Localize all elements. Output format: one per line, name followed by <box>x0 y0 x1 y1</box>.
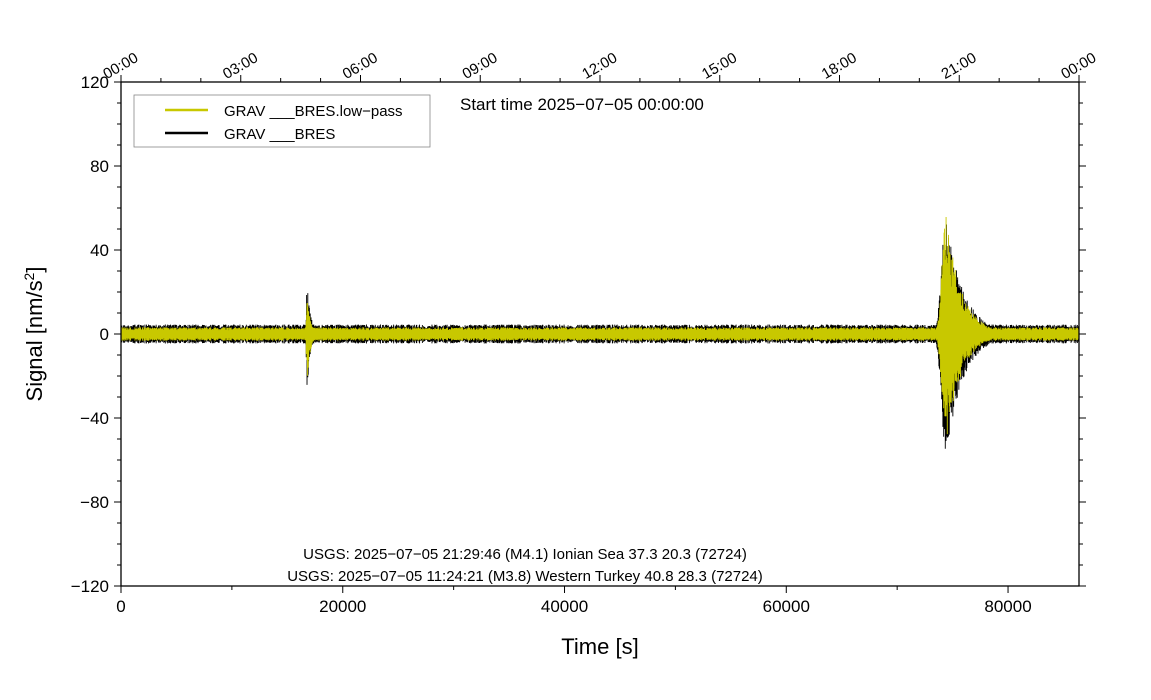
y-tick-label: 40 <box>90 241 109 260</box>
x-tick-label: 60000 <box>763 597 810 616</box>
x-tick-label: 40000 <box>541 597 588 616</box>
legend: GRAV ___BRES.low−pass GRAV ___BRES <box>133 94 431 148</box>
trace-group <box>120 216 1080 449</box>
legend-box <box>133 94 431 148</box>
start-time-label: Start time 2025−07−05 00:00:00 <box>460 95 704 114</box>
x-axis-title: Time [s] <box>561 634 638 659</box>
event-annotation-ionian: USGS: 2025−07−05 21:29:46 (M4.1) Ionian … <box>303 546 747 563</box>
x-tick-label: 80000 <box>984 597 1031 616</box>
y-axis-title-sup: 2 <box>21 272 37 280</box>
legend-label-raw: GRAV ___BRES <box>224 126 335 143</box>
x-tick-label: 0 <box>116 597 125 616</box>
series-line-lowpass <box>120 216 1080 435</box>
y-axis-title-close: ] <box>22 267 47 273</box>
y-tick-label: −80 <box>80 493 109 512</box>
event-annotation-turkey: USGS: 2025−07−05 11:24:21 (M3.8) Western… <box>287 568 763 585</box>
legend-label-lowpass: GRAV ___BRES.low−pass <box>224 103 403 120</box>
y-tick-label: 0 <box>100 325 109 344</box>
y-tick-label: 80 <box>90 157 109 176</box>
y-axis-title-main: Signal [nm/s <box>22 280 47 401</box>
y-tick-label: −40 <box>80 409 109 428</box>
y-tick-label: −120 <box>71 577 109 596</box>
y-tick-label: 120 <box>81 73 109 92</box>
y-axis-title: Signal [nm/s2] <box>21 267 47 402</box>
x-tick-label: 20000 <box>319 597 366 616</box>
